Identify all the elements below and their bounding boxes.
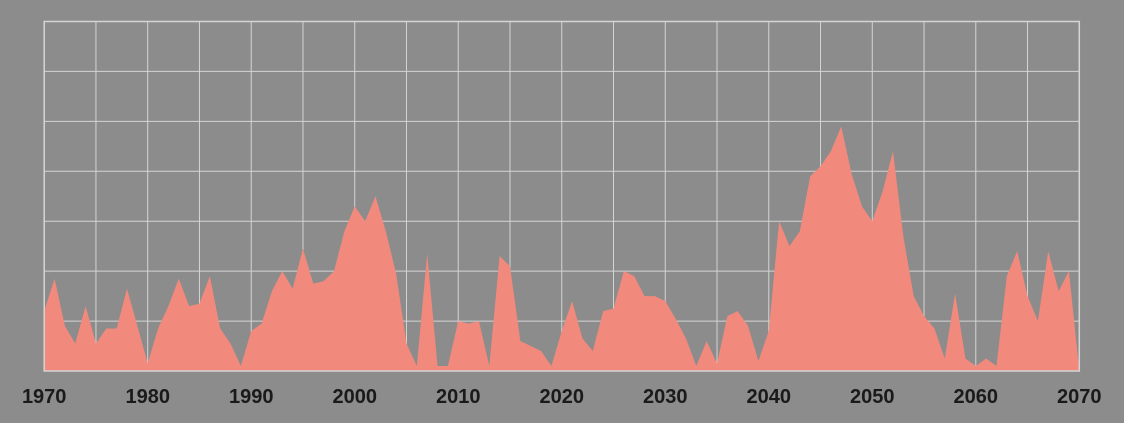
svg-text:1970: 1970 <box>22 386 67 408</box>
svg-text:2070: 2070 <box>1057 386 1102 408</box>
svg-text:2000: 2000 <box>332 386 377 408</box>
svg-text:2040: 2040 <box>747 386 792 408</box>
svg-text:2010: 2010 <box>436 386 481 408</box>
svg-text:2020: 2020 <box>540 386 585 408</box>
svg-text:2050: 2050 <box>850 386 895 408</box>
svg-text:2060: 2060 <box>954 386 999 408</box>
svg-text:1990: 1990 <box>229 386 274 408</box>
svg-text:1980: 1980 <box>125 386 170 408</box>
svg-text:2030: 2030 <box>643 386 688 408</box>
